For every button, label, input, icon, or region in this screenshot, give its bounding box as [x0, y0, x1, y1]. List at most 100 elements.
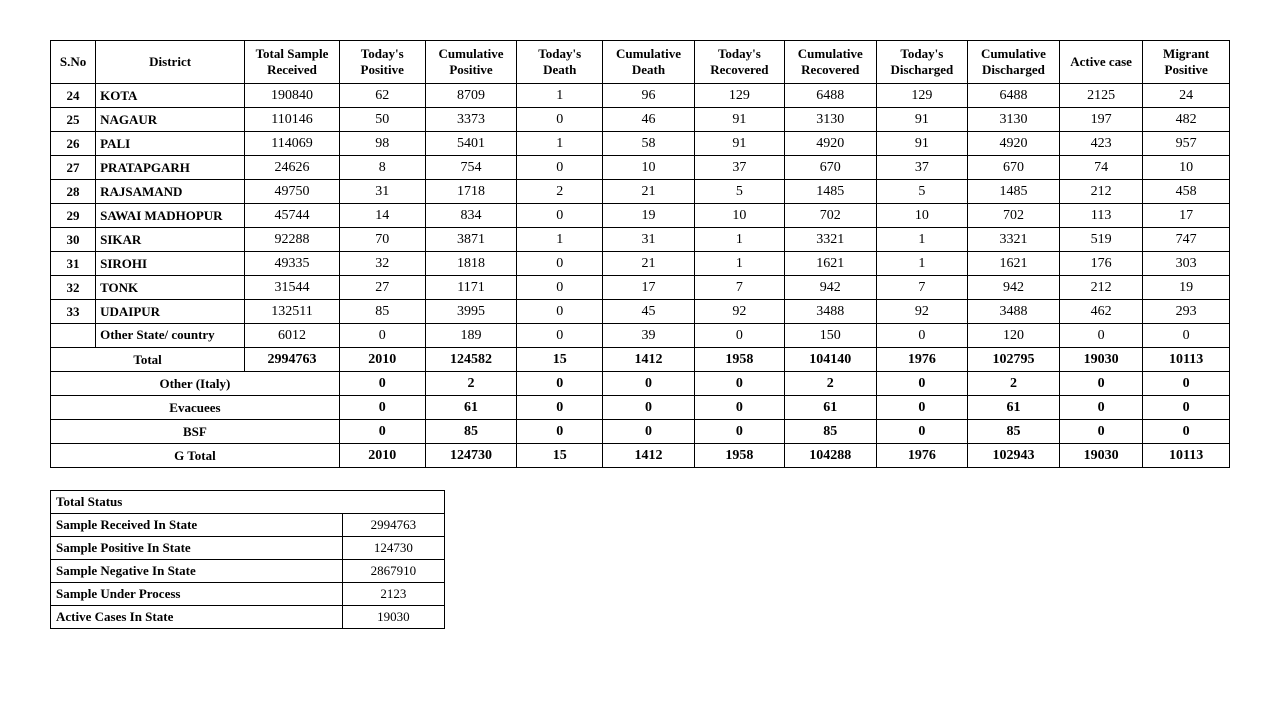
- cell-value: 96: [603, 84, 695, 108]
- cell-value: 98: [339, 132, 425, 156]
- cell-value: 91: [876, 108, 967, 132]
- cell-value: 17: [603, 276, 695, 300]
- col-todays-positive: Today's Positive: [339, 41, 425, 84]
- cell-value: 0: [603, 420, 695, 444]
- cell-value: 104288: [784, 444, 876, 468]
- cell-value: 0: [1143, 324, 1230, 348]
- status-value: 2867910: [342, 560, 444, 583]
- summary-label: G Total: [51, 444, 340, 468]
- cell-value: 3321: [784, 228, 876, 252]
- cell-value: 124582: [425, 348, 517, 372]
- cell-district: SIROHI: [96, 252, 245, 276]
- cell-value: 31544: [245, 276, 340, 300]
- cell-value: 458: [1143, 180, 1230, 204]
- cell-value: 17: [1143, 204, 1230, 228]
- status-row: Sample Negative In State2867910: [51, 560, 445, 583]
- cell-value: 1818: [425, 252, 517, 276]
- cell-value: 2994763: [245, 348, 340, 372]
- cell-value: 957: [1143, 132, 1230, 156]
- cell-value: 212: [1059, 276, 1142, 300]
- cell-value: 45: [603, 300, 695, 324]
- cell-value: 1621: [784, 252, 876, 276]
- col-total-sample: Total Sample Received: [245, 41, 340, 84]
- cell-value: 670: [968, 156, 1060, 180]
- cell-value: 102943: [968, 444, 1060, 468]
- cell-value: 0: [694, 372, 784, 396]
- cell-value: 0: [517, 108, 603, 132]
- cell-value: 0: [517, 300, 603, 324]
- status-row: Active Cases In State19030: [51, 606, 445, 629]
- other-state-row: Other State/ country60120189039015001200…: [51, 324, 1230, 348]
- table-header-row: S.No District Total Sample Received Toda…: [51, 41, 1230, 84]
- table-row: 31SIROHI493353218180211162111621176303: [51, 252, 1230, 276]
- cell-value: 19030: [1059, 348, 1142, 372]
- cell-value: 5: [694, 180, 784, 204]
- cell-value: 423: [1059, 132, 1142, 156]
- cell-value: 21: [603, 252, 695, 276]
- cell-value: 1: [517, 84, 603, 108]
- cell-value: 27: [339, 276, 425, 300]
- cell-value: 1976: [876, 444, 967, 468]
- cell-value: 212: [1059, 180, 1142, 204]
- col-cumulative-discharged: Cumulative Discharged: [968, 41, 1060, 84]
- cell-value: 5401: [425, 132, 517, 156]
- covid-data-table: S.No District Total Sample Received Toda…: [50, 40, 1230, 468]
- col-todays-recovered: Today's Recovered: [694, 41, 784, 84]
- table-row: 24KOTA1908406287091961296488129648821252…: [51, 84, 1230, 108]
- cell-value: 0: [339, 420, 425, 444]
- col-todays-death: Today's Death: [517, 41, 603, 84]
- total-row: Total29947632010124582151412195810414019…: [51, 348, 1230, 372]
- cell-value: 24: [1143, 84, 1230, 108]
- cell-value: 15: [517, 348, 603, 372]
- cell-value: 0: [1059, 396, 1142, 420]
- cell-value: 1718: [425, 180, 517, 204]
- cell-value: 0: [876, 324, 967, 348]
- status-row: Sample Under Process2123: [51, 583, 445, 606]
- cell-value: 129: [694, 84, 784, 108]
- cell-value: 120: [968, 324, 1060, 348]
- table-row: 27PRATAPGARH24626875401037670376707410: [51, 156, 1230, 180]
- cell-value: 37: [694, 156, 784, 180]
- cell-district: TONK: [96, 276, 245, 300]
- cell-value: 0: [876, 396, 967, 420]
- cell-value: 0: [694, 324, 784, 348]
- table-row: 28RAJSAMAND49750311718221514855148521245…: [51, 180, 1230, 204]
- cell-value: 1958: [694, 444, 784, 468]
- cell-value: 0: [694, 396, 784, 420]
- cell-value: 91: [694, 108, 784, 132]
- cell-district: PRATAPGARH: [96, 156, 245, 180]
- cell-value: 0: [517, 324, 603, 348]
- table-row: 25NAGAUR11014650337304691313091313019748…: [51, 108, 1230, 132]
- cell-value: 462: [1059, 300, 1142, 324]
- cell-value: 6488: [968, 84, 1060, 108]
- cell-value: 754: [425, 156, 517, 180]
- cell-value: 670: [784, 156, 876, 180]
- cell-value: 92288: [245, 228, 340, 252]
- cell-sno: 28: [51, 180, 96, 204]
- status-value: 19030: [342, 606, 444, 629]
- cell-value: 3130: [968, 108, 1060, 132]
- status-label: Sample Under Process: [51, 583, 343, 606]
- cell-value: 74: [1059, 156, 1142, 180]
- cell-value: 91: [876, 132, 967, 156]
- cell-value: 1: [517, 132, 603, 156]
- cell-value: 1171: [425, 276, 517, 300]
- cell-value: 1485: [784, 180, 876, 204]
- table-row: 26PALI114069985401158914920914920423957: [51, 132, 1230, 156]
- cell-value: 10: [1143, 156, 1230, 180]
- cell-value: 102795: [968, 348, 1060, 372]
- cell-value: 70: [339, 228, 425, 252]
- status-value: 124730: [342, 537, 444, 560]
- cell-value: 0: [1143, 420, 1230, 444]
- summary-row: Evacuees0610006106100: [51, 396, 1230, 420]
- cell-value: 519: [1059, 228, 1142, 252]
- cell-value: 197: [1059, 108, 1142, 132]
- cell-value: 0: [1143, 372, 1230, 396]
- summary-label: Other (Italy): [51, 372, 340, 396]
- cell-value: 942: [968, 276, 1060, 300]
- cell-value: 0: [694, 420, 784, 444]
- cell-value: 0: [339, 324, 425, 348]
- cell-value: 91: [694, 132, 784, 156]
- cell-value: 14: [339, 204, 425, 228]
- cell-value: 31: [339, 180, 425, 204]
